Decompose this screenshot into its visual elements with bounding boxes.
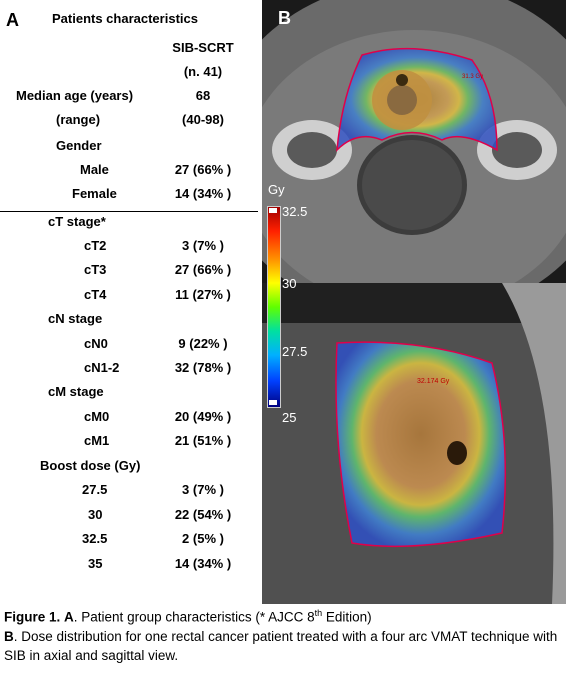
table-row-label: cT4 <box>84 287 107 302</box>
caption-figure-label: Figure 1. <box>4 609 61 625</box>
table-row-value: (40-98) <box>182 112 224 127</box>
colorbar-tick-25: 25 <box>282 410 297 425</box>
colorbar-bottom-marker <box>269 400 277 405</box>
colorbar-gradient <box>267 206 281 408</box>
table-row-label: 35 <box>88 556 103 571</box>
sagittal-ct-image: 32.174 Gy <box>262 283 566 604</box>
dose-distribution-images: 31.3 Gy 32.174 Gy B Gy 32.5 30 27.5 <box>262 0 566 604</box>
table-divider <box>0 211 258 212</box>
table-row-value: 32 (78% ) <box>174 360 232 375</box>
panel-b-letter: B <box>278 8 291 28</box>
table-row-label: Male <box>80 162 109 177</box>
caption-b-text: . Dose distribution for one rectal cance… <box>4 628 558 663</box>
table-row-label: cT stage* <box>48 214 106 229</box>
colorbar-unit: Gy <box>268 182 285 197</box>
table-row-label: cM stage <box>48 384 104 399</box>
colorbar-tick-27-5: 27.5 <box>282 344 308 359</box>
table-row-label: cN stage <box>48 311 103 326</box>
table-row-label: 32.5 <box>82 531 108 546</box>
table-row-label: cN0 <box>84 336 108 351</box>
table-row-label: (range) <box>56 112 101 127</box>
table-row-label: Median age (years) <box>16 88 134 103</box>
table-row-value: 27 (66% ) <box>174 262 232 277</box>
sagittal-dose-label: 32.174 Gy <box>417 378 450 385</box>
table-title: Patients characteristics <box>52 11 198 26</box>
table-row-label: cN1-2 <box>84 360 120 375</box>
caption-b-label: B <box>4 628 14 644</box>
colorbar-top-marker <box>269 208 277 213</box>
caption-a-superscript: th <box>314 608 323 618</box>
colorbar-tick-30: 30 <box>282 276 297 291</box>
table-row-value: 20 (49% ) <box>174 409 232 424</box>
table-row-value: 68 <box>195 88 211 103</box>
table-row-label: Boost dose (Gy) <box>40 458 141 473</box>
table-row-value: 21 (51% ) <box>174 433 232 448</box>
table-row-label: cT2 <box>84 238 107 253</box>
dose-colorbar: Gy 32.5 30 27.5 25 <box>262 180 322 430</box>
figure-caption: Figure 1. A. Patient group characteristi… <box>4 604 564 665</box>
table-row-label: 30 <box>88 507 103 522</box>
table-row-value: 14 (34% ) <box>174 556 232 571</box>
group-header: SIB-SCRT <box>172 40 234 55</box>
table-row-value: 3 (7% ) <box>182 238 224 253</box>
axial-dose-label: 31.3 Gy <box>462 74 483 80</box>
table-row-value: 27 (66% ) <box>174 162 232 177</box>
caption-line-a: Figure 1. A. Patient group characteristi… <box>4 604 564 627</box>
group-n: (n. 41) <box>183 64 223 79</box>
caption-line-b: B. Dose distribution for one rectal canc… <box>4 627 564 665</box>
table-row-value: 3 (7% ) <box>182 482 224 497</box>
table-row-value: 22 (54% ) <box>174 507 232 522</box>
table-row-label: cT3 <box>84 262 107 277</box>
table-row-label: cM0 <box>84 409 110 424</box>
panel-a-letter: A <box>6 10 19 30</box>
caption-a-label: A <box>64 609 74 625</box>
colorbar-tick-32-5: 32.5 <box>282 204 308 219</box>
table-row-value: 14 (34% ) <box>174 186 232 201</box>
table-row-value: 2 (5% ) <box>182 531 224 546</box>
caption-a-text: . Patient group characteristics (* AJCC … <box>73 609 315 625</box>
table-row-value: 9 (22% ) <box>178 336 228 351</box>
table-row-label: 27.5 <box>82 482 108 497</box>
caption-a-tail: Edition) <box>322 609 372 625</box>
table-row-value: 11 (27% ) <box>175 287 231 302</box>
table-row-label: cM1 <box>84 433 110 448</box>
table-row-label: Gender <box>56 138 102 153</box>
axial-ct-image: 31.3 Gy <box>262 0 566 283</box>
patient-characteristics-table: A Patients characteristics SIB-SCRT (n. … <box>0 0 262 600</box>
table-row-label: Female <box>72 186 117 201</box>
